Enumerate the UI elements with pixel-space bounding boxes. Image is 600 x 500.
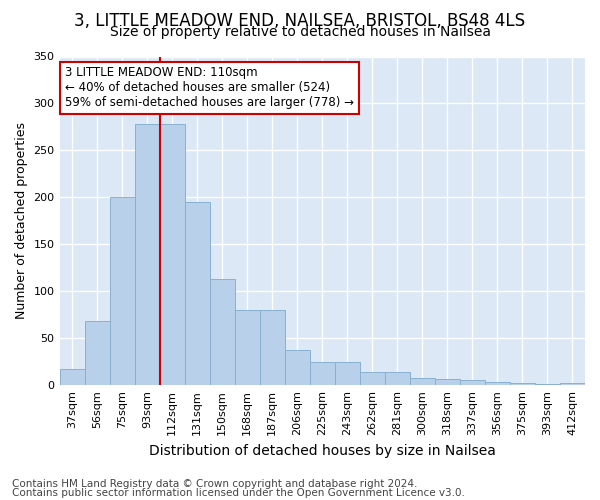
Bar [285, 350, 310, 386]
Bar [209, 279, 235, 386]
Bar [435, 378, 460, 386]
Text: Contains public sector information licensed under the Open Government Licence v3: Contains public sector information licen… [12, 488, 465, 498]
Text: 3 LITTLE MEADOW END: 110sqm
← 40% of detached houses are smaller (524)
59% of se: 3 LITTLE MEADOW END: 110sqm ← 40% of det… [65, 66, 354, 110]
Bar [160, 124, 185, 386]
Bar [335, 362, 360, 386]
Bar [235, 310, 260, 386]
Y-axis label: Number of detached properties: Number of detached properties [15, 122, 28, 320]
Bar [460, 380, 485, 386]
Bar [510, 384, 535, 386]
Bar [59, 370, 85, 386]
Bar [410, 378, 435, 386]
Bar [560, 384, 585, 386]
Text: Contains HM Land Registry data © Crown copyright and database right 2024.: Contains HM Land Registry data © Crown c… [12, 479, 418, 489]
Bar [535, 384, 560, 386]
Bar [385, 372, 410, 386]
X-axis label: Distribution of detached houses by size in Nailsea: Distribution of detached houses by size … [149, 444, 496, 458]
Bar [110, 198, 134, 386]
Bar [85, 322, 110, 386]
Bar [310, 362, 335, 386]
Text: 3, LITTLE MEADOW END, NAILSEA, BRISTOL, BS48 4LS: 3, LITTLE MEADOW END, NAILSEA, BRISTOL, … [74, 12, 526, 30]
Bar [360, 372, 385, 386]
Bar [260, 310, 285, 386]
Bar [485, 382, 510, 386]
Bar [185, 202, 209, 386]
Bar [134, 124, 160, 386]
Text: Size of property relative to detached houses in Nailsea: Size of property relative to detached ho… [110, 25, 491, 39]
